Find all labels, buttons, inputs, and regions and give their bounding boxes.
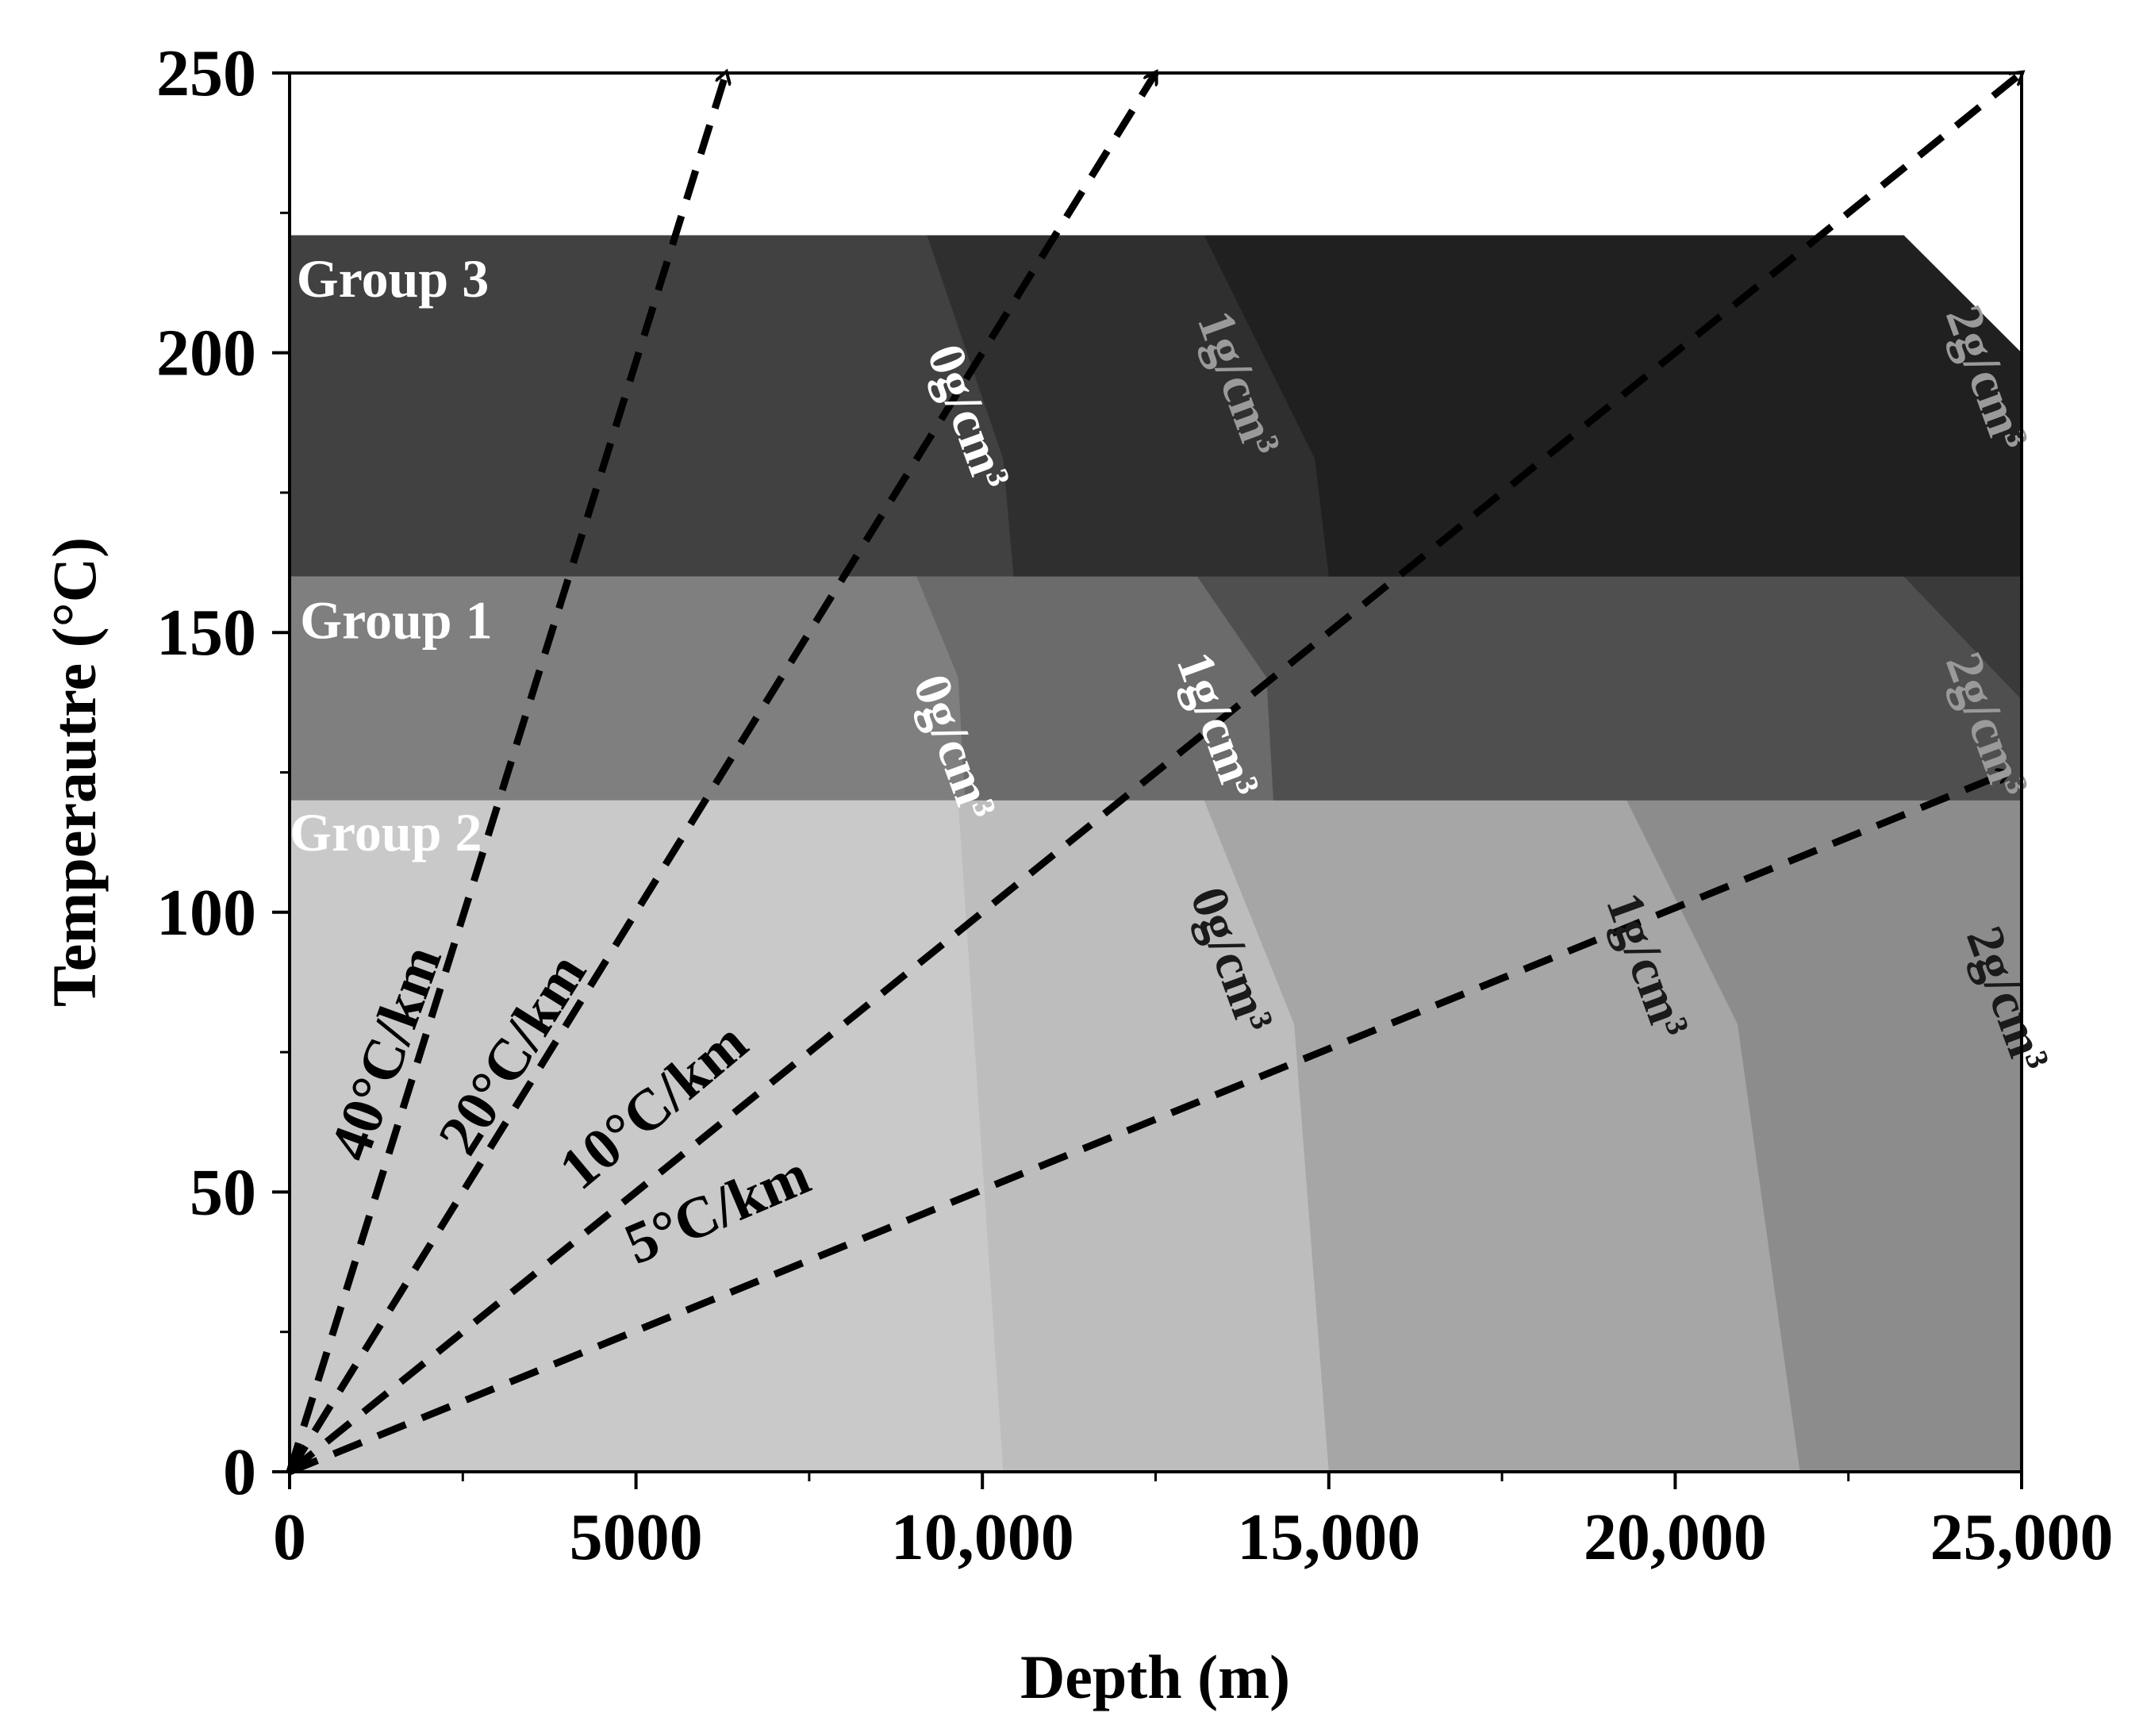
- gradient-line-20-c-km: [286, 73, 1159, 1474]
- y-tick-label: 150: [156, 596, 256, 670]
- group-label-group-2: Group 2: [290, 802, 482, 862]
- y-tick-label: 250: [156, 36, 256, 110]
- group-label-group-1: Group 1: [300, 590, 492, 650]
- y-tick-label: 100: [156, 876, 256, 950]
- y-tick-label: 50: [190, 1155, 256, 1229]
- x-tick-label: 5000: [570, 1500, 703, 1574]
- group-3-region-2: [1204, 235, 2022, 577]
- x-tick-label: 20,000: [1584, 1500, 1767, 1574]
- group-1-region-3: [1903, 576, 2022, 801]
- x-axis-title: Depth (m): [1020, 1642, 1290, 1711]
- x-tick-label: 0: [273, 1500, 306, 1574]
- group-label-group-3: Group 3: [297, 248, 489, 309]
- gradient-line-40-c-km: [286, 73, 726, 1473]
- group-1-region-2: [1196, 576, 2022, 801]
- gradient-line-5-c-km: [288, 773, 2008, 1476]
- y-axis-title: Temperautre (°C): [40, 537, 109, 1007]
- x-tick-label: 10,000: [891, 1500, 1074, 1574]
- group-3-corner-cut: [1903, 235, 2022, 353]
- y-tick-label: 0: [223, 1435, 256, 1509]
- geothermal-gradient-lines: [286, 73, 2022, 1476]
- gradient-line-10-c-km: [287, 73, 2022, 1475]
- y-tick-label: 200: [156, 317, 256, 390]
- group-2-region-3: [1626, 800, 2022, 1472]
- x-tick-label: 15,000: [1237, 1500, 1420, 1574]
- x-tick-label: 25,000: [1930, 1500, 2114, 1574]
- axes: 0 5000 10,000 15,000 20,000 25,000 0 50 100 150 20…: [156, 36, 2114, 1574]
- density-regions: [290, 235, 2022, 1472]
